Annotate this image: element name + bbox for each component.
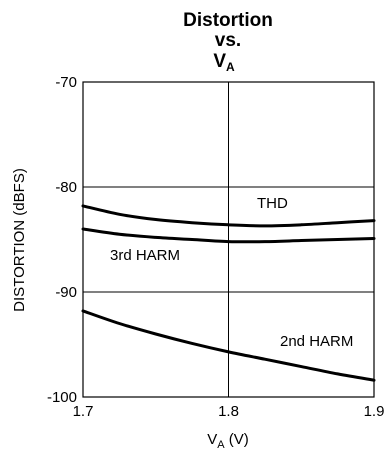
- x-tick-label-2: 1.9: [364, 403, 385, 420]
- x-tick-label-1: 1.8: [218, 403, 239, 420]
- series-label-3rd-harm: 3rd HARM: [110, 247, 180, 264]
- chart-title-line3: VA: [213, 51, 235, 74]
- x-axis-label: VA (V): [207, 431, 249, 451]
- y-tick-label-3: -100: [47, 389, 77, 406]
- y-tick-labels: -70 -80 -90 -100: [47, 74, 77, 406]
- y-axis-label: DISTORTION (dBFS): [11, 168, 28, 312]
- y-tick-label-2: -90: [55, 284, 77, 301]
- series-line-thd: [81, 204, 376, 228]
- series-line-3rd-harm: [81, 227, 376, 244]
- series-line-2nd-harm: [81, 309, 376, 382]
- chart-grid: [83, 82, 374, 397]
- chart-title-line3-main: V: [213, 51, 226, 72]
- chart-title-line3-sub: A: [226, 60, 235, 74]
- x-tick-labels: 1.7 1.8 1.9: [73, 403, 385, 420]
- y-tick-label-1: -80: [55, 179, 77, 196]
- x-axis-label-main: V: [207, 431, 217, 448]
- y-tick-label-0: -70: [55, 74, 77, 91]
- chart-title-line2: vs.: [215, 30, 241, 51]
- series-label-2nd-harm: 2nd HARM: [280, 333, 353, 350]
- chart-series: [81, 204, 376, 382]
- chart-title-line1: Distortion: [183, 10, 273, 31]
- x-axis-label-sub: A: [217, 439, 225, 451]
- x-tick-label-0: 1.7: [73, 403, 94, 420]
- x-axis-label-unit: (V): [225, 431, 249, 448]
- series-label-thd: THD: [257, 195, 288, 212]
